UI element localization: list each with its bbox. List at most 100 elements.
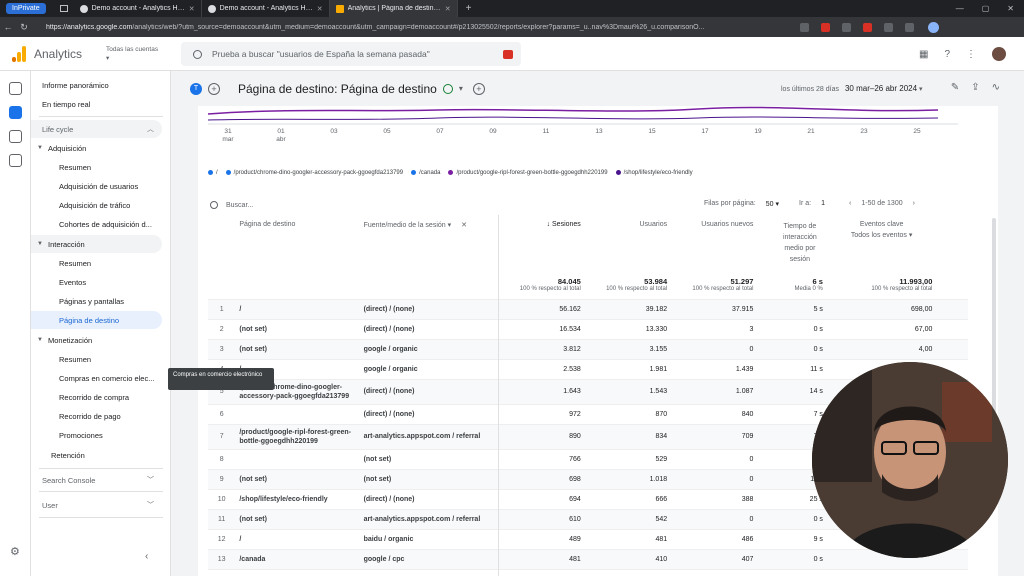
landing-page-cell[interactable]: /: [235, 528, 360, 549]
comparison-chip[interactable]: T: [190, 82, 202, 95]
header-users[interactable]: Usuarios: [585, 215, 671, 277]
close-tab-icon[interactable]: ✕: [316, 5, 323, 13]
landing-page-cell[interactable]: /: [235, 298, 360, 319]
extension-icon[interactable]: [842, 22, 851, 32]
browser-profile-icon[interactable]: [928, 21, 939, 33]
remove-dimension-icon[interactable]: ✕: [461, 222, 467, 229]
table-row[interactable]: 11 (not set) art-analytics.appspot.com / r…: [208, 508, 968, 529]
nav-acquisition-cohorts[interactable]: Cohortes de adquisición d...: [59, 215, 152, 233]
browser-tab-2[interactable]: Demo account - Analytics Help ✕: [202, 0, 330, 17]
search-bar[interactable]: Prueba a buscar "usuarios de España la s…: [181, 42, 521, 66]
table-row[interactable]: 1/(direct) / (none) 56.162 39.182 37.915 5 s…: [208, 298, 968, 319]
nav-overview[interactable]: Informe panorámico: [42, 76, 109, 94]
minimize-icon[interactable]: —: [955, 4, 964, 13]
close-tab-icon[interactable]: ✕: [188, 5, 195, 13]
avatar[interactable]: [992, 47, 1006, 61]
insights-icon[interactable]: ∿: [991, 82, 1000, 93]
more-vert-icon[interactable]: ⋮: [966, 48, 976, 60]
header-source-medium[interactable]: Fuente/medio de la sesión ▾ ✕: [359, 215, 499, 277]
event-filter[interactable]: Todos los eventos ▾: [850, 232, 913, 239]
prev-page-icon[interactable]: ‹: [849, 200, 852, 207]
nav-mon-overview[interactable]: Resumen: [59, 350, 91, 368]
maximize-icon[interactable]: ▢: [981, 4, 990, 13]
chevron-down-icon[interactable]: ▾: [458, 83, 463, 93]
landing-page-cell[interactable]: /: [235, 568, 360, 576]
next-page-icon[interactable]: ›: [912, 200, 915, 207]
chevron-down-icon[interactable]: ▾: [447, 222, 452, 229]
nav-landing-page[interactable]: Página de destino: [31, 311, 162, 329]
edit-report-icon[interactable]: ✎: [950, 82, 960, 93]
header-new-users[interactable]: Usuarios nuevos: [671, 215, 757, 277]
rows-per-page-select[interactable]: 50 ▾: [765, 201, 780, 208]
explore-icon[interactable]: [8, 130, 22, 143]
landing-page-cell[interactable]: /canada: [235, 548, 360, 569]
goto-input[interactable]: 1: [821, 200, 825, 207]
home-icon[interactable]: [8, 82, 22, 95]
landing-page-cell[interactable]: (not set): [235, 338, 360, 359]
favorites-icon[interactable]: [884, 22, 893, 32]
nav-events[interactable]: Eventos: [59, 273, 86, 291]
nav-engagement[interactable]: ▼ Interacción: [31, 235, 162, 253]
nav-user[interactable]: User ﹀: [42, 496, 162, 514]
extension-icon[interactable]: [821, 22, 830, 32]
nav-realtime[interactable]: En tiempo real: [42, 95, 90, 113]
landing-page-cell[interactable]: /shop/lifestyle/eco-friendly: [235, 488, 360, 509]
landing-page-cell[interactable]: /product/google-ripl-forest-green-bottle…: [235, 423, 360, 449]
read-aloud-icon[interactable]: [800, 22, 809, 32]
nav-acq-overview[interactable]: Resumen: [59, 158, 91, 176]
new-tab-icon[interactable]: +: [465, 3, 472, 14]
nav-lifecycle[interactable]: Life cycle ︿: [31, 120, 162, 138]
vertical-scrollbar[interactable]: [992, 218, 996, 468]
landing-page-cell[interactable]: /product/chrome-dino-googler-accessory-p…: [235, 378, 360, 404]
landing-page-cell[interactable]: (not set): [235, 318, 360, 339]
gear-icon[interactable]: ⚙: [10, 546, 20, 558]
landing-page-cell[interactable]: [235, 403, 360, 424]
url-field[interactable]: https://analytics.google.com/analytics/w…: [46, 24, 786, 31]
collections-icon[interactable]: [905, 22, 914, 32]
nav-acquisition[interactable]: ▼ Adquisición: [35, 139, 86, 157]
table-row[interactable]: 7/product/google-ripl-forest-green-bottl…: [208, 423, 968, 449]
share-icon[interactable]: ⇪: [971, 82, 980, 93]
table-row[interactable]: 3 (not set) google / organic 3.812 3.155 0 0 s…: [208, 338, 968, 359]
browser-tab-1[interactable]: Demo account - Analytics Help ✕: [74, 0, 202, 17]
tab-actions-icon[interactable]: [59, 5, 68, 12]
help-icon[interactable]: ?: [944, 48, 950, 60]
table-row[interactable]: 14/(not set)47944806 s18,00: [208, 568, 968, 576]
header-landing-page[interactable]: Página de destino: [235, 215, 359, 277]
header-sessions[interactable]: ↓ Sesiones: [499, 215, 585, 277]
inprivate-badge[interactable]: InPrivate: [6, 3, 46, 14]
add-icon[interactable]: +: [472, 82, 485, 95]
refresh-icon[interactable]: ↻: [20, 21, 28, 32]
nav-ecommerce-purchases[interactable]: Compras en comercio elec...: [59, 369, 154, 387]
collapse-nav-icon[interactable]: ‹: [145, 551, 149, 562]
table-search-input[interactable]: Buscar...: [226, 201, 254, 209]
reports-icon[interactable]: [8, 106, 22, 119]
nav-promotions[interactable]: Promociones: [59, 426, 103, 444]
table-row[interactable]: 13/canada google / cpc 481 410 407 0 s: [208, 548, 968, 569]
nav-monetization[interactable]: ▼ Monetización: [35, 331, 92, 349]
nav-user-acquisition[interactable]: Adquisición de usuarios: [59, 177, 138, 195]
extension-icon[interactable]: [863, 22, 872, 32]
browser-tab-3[interactable]: Analytics | Página de destino: Pá... ✕: [329, 0, 458, 17]
landing-page-cell[interactable]: (not set): [235, 468, 360, 489]
header-key-events[interactable]: Eventos clave Todos los eventos ▾: [827, 215, 936, 277]
landing-page-cell[interactable]: (not set): [235, 508, 360, 529]
close-window-icon[interactable]: ✕: [1007, 4, 1014, 13]
apps-grid-icon[interactable]: ▦: [918, 48, 929, 60]
date-range-picker[interactable]: los últimos 28 días 30 mar–26 abr 2024 ▾: [781, 84, 923, 93]
nav-pages-screens[interactable]: Páginas y pantallas: [59, 292, 124, 310]
advertising-icon[interactable]: [8, 154, 22, 167]
add-comparison-icon[interactable]: +: [208, 82, 220, 95]
nav-retention[interactable]: Retención: [51, 446, 85, 464]
header-engagement-time[interactable]: Tiempo de interacción medio por sesión: [757, 215, 826, 277]
nav-checkout-journey[interactable]: Recorrido de pago: [59, 407, 121, 425]
nav-purchase-journey[interactable]: Recorrido de compra: [59, 388, 129, 406]
nav-traffic-acquisition[interactable]: Adquisición de tráfico: [59, 196, 130, 214]
account-selector[interactable]: Todas las cuentas ▾: [106, 45, 158, 63]
landing-page-cell[interactable]: [235, 448, 360, 469]
nav-eng-overview[interactable]: Resumen: [59, 254, 91, 272]
back-icon[interactable]: ←: [3, 22, 13, 32]
nav-search-console[interactable]: Search Console ﹀: [42, 471, 162, 489]
close-tab-icon[interactable]: ✕: [444, 5, 451, 13]
